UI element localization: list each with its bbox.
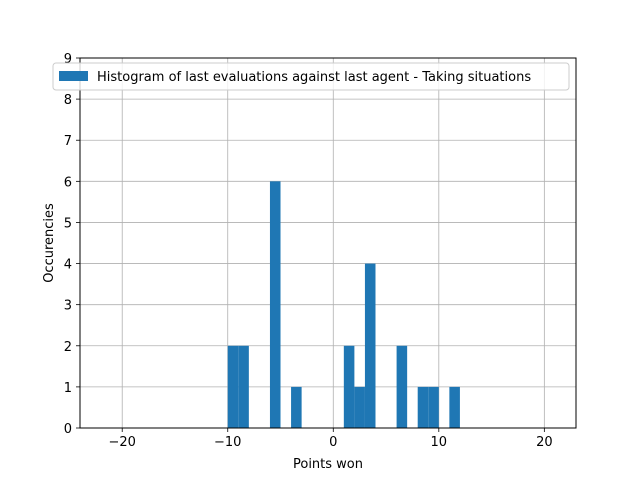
- histogram-bar: [343, 345, 355, 428]
- axis-ticks: −20 −10 0 10 20 0 1 2 3 4 5 6 7 8 9: [64, 52, 553, 450]
- histogram-bar: [364, 263, 376, 428]
- x-tick-label: 20: [536, 435, 553, 450]
- bars: [227, 181, 460, 428]
- histogram-bar: [354, 386, 365, 428]
- histogram-bar: [396, 345, 408, 428]
- y-tick-label: 9: [64, 52, 72, 67]
- y-tick-label: 4: [64, 258, 72, 273]
- y-tick-label: 6: [64, 175, 72, 190]
- histogram-bar: [417, 386, 429, 428]
- y-tick-label: 7: [64, 134, 72, 149]
- histogram-bar: [269, 181, 281, 428]
- x-tick-label: −10: [214, 435, 241, 450]
- x-tick-label: 10: [431, 435, 448, 450]
- legend-box: [52, 62, 570, 91]
- y-tick-label: 0: [64, 422, 72, 437]
- legend-swatch: [59, 71, 88, 81]
- histogram-bar: [238, 345, 249, 428]
- histogram-bar: [449, 386, 460, 428]
- y-tick-label: 1: [64, 381, 72, 396]
- x-tick-label: 0: [329, 435, 337, 450]
- histogram-bar: [428, 386, 439, 428]
- y-axis-label: Occurencies: [42, 203, 57, 283]
- legend-entry: Histogram of last evaluations against la…: [97, 70, 531, 85]
- y-tick-label: 3: [64, 299, 72, 314]
- legend: Histogram of last evaluations against la…: [52, 62, 570, 91]
- x-axis-label: Points won: [293, 457, 363, 472]
- plot-area-frame: [79, 57, 577, 429]
- y-tick-label: 5: [64, 216, 72, 231]
- y-tick-label: 8: [64, 93, 72, 108]
- histogram-bar: [291, 386, 302, 428]
- x-tick-label: −20: [108, 435, 135, 450]
- y-tick-label: 2: [64, 340, 72, 355]
- histogram-bar: [227, 345, 239, 428]
